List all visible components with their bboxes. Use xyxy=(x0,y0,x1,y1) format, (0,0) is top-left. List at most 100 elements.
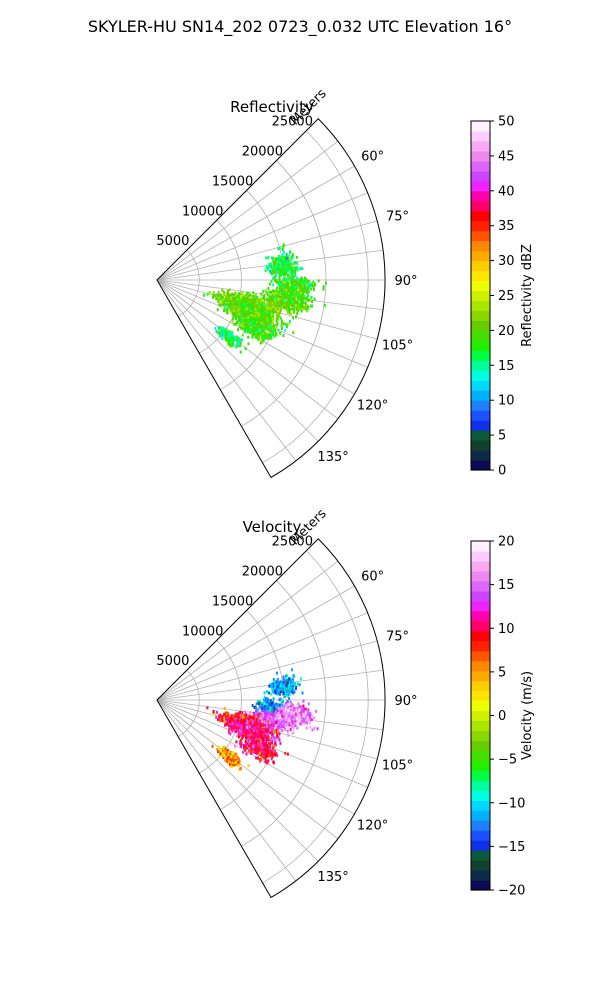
echo-pixel xyxy=(253,724,256,728)
echo-pixel xyxy=(281,713,284,717)
echo-pixel xyxy=(282,722,285,726)
colorbar-swatch xyxy=(471,150,490,162)
echo-pixel xyxy=(251,335,254,339)
azimuth-tick-label: 135° xyxy=(317,450,348,465)
echo-pixel xyxy=(292,292,295,296)
echo-pixel xyxy=(264,269,267,273)
echo-pixel xyxy=(280,321,283,325)
echo-pixel xyxy=(261,320,264,324)
echo-pixel xyxy=(296,710,299,714)
colorbar-swatch xyxy=(471,130,490,142)
echo-pixel xyxy=(240,321,243,325)
echo-pixel xyxy=(222,293,225,297)
echo-pixel xyxy=(291,276,294,280)
echo-pixel xyxy=(256,300,259,304)
echo-pixel xyxy=(295,255,298,259)
echo-pixel xyxy=(251,306,254,310)
echo-pixel xyxy=(294,279,297,283)
echo-pixel xyxy=(232,722,234,726)
echo-pixel xyxy=(276,303,279,307)
echo-pixel xyxy=(202,293,205,297)
echo-pixel xyxy=(252,294,255,298)
echo-pixel xyxy=(245,713,248,717)
echo-pixel xyxy=(287,278,289,282)
echo-pixel xyxy=(240,295,243,298)
echo-pixel xyxy=(290,679,293,683)
echo-pixel xyxy=(277,722,280,726)
echo-pixel xyxy=(254,330,257,334)
echo-pixel xyxy=(278,274,281,278)
echo-pixel xyxy=(279,265,282,269)
echo-pixel xyxy=(289,717,292,720)
echo-pixel xyxy=(228,343,231,347)
echo-pixel xyxy=(268,702,271,706)
echo-pixel xyxy=(236,312,239,316)
echo-pixel xyxy=(220,300,223,304)
echo-pixel xyxy=(279,690,282,693)
echo-pixel xyxy=(253,715,256,719)
echo-pixel xyxy=(244,293,247,297)
echo-pixel xyxy=(288,677,291,681)
echo-pixel xyxy=(290,265,293,269)
echo-pixel xyxy=(305,288,308,292)
echo-pixel xyxy=(237,342,240,346)
echo-pixel xyxy=(242,731,245,735)
echo-pixel xyxy=(265,700,268,704)
echo-pixel xyxy=(300,282,303,286)
echo-pixel xyxy=(300,677,302,681)
echo-pixel xyxy=(255,321,258,325)
echo-pixel xyxy=(292,684,295,688)
echo-pixel xyxy=(271,317,274,321)
echo-pixel xyxy=(268,303,271,307)
echo-pixel xyxy=(252,728,255,732)
echo-pixel xyxy=(255,323,258,327)
echo-pixel xyxy=(296,292,299,296)
echo-pixel xyxy=(247,733,250,737)
echo-pixel xyxy=(281,248,284,252)
echo-pixel xyxy=(270,301,273,305)
echo-pixel xyxy=(273,708,276,712)
echo-pixel xyxy=(241,319,244,323)
echo-pixel xyxy=(223,304,226,308)
echo-pixel xyxy=(307,294,310,298)
echo-pixel xyxy=(264,732,267,736)
echo-pixel xyxy=(239,733,242,736)
echo-pixel xyxy=(272,300,275,304)
echo-pixel xyxy=(290,276,293,280)
echo-pixel xyxy=(290,716,293,720)
echo-pixel xyxy=(272,330,274,334)
echo-pixel xyxy=(242,302,245,306)
echo-pixel xyxy=(287,290,290,294)
panel-title: Reflectivity xyxy=(230,98,314,116)
echo-pixel xyxy=(301,691,304,695)
echo-pixel xyxy=(216,710,218,714)
azimuth-tick-label: 75° xyxy=(386,210,409,225)
echo-pixel xyxy=(255,702,258,706)
echo-pixel xyxy=(271,710,274,714)
echo-pixel xyxy=(270,296,273,300)
echo-pixel xyxy=(277,290,280,294)
echo-pixel xyxy=(298,709,301,713)
echo-pixel xyxy=(241,731,244,735)
echo-pixel xyxy=(265,720,268,724)
echo-pixel xyxy=(270,313,273,317)
echo-pixel xyxy=(252,291,255,295)
echo-pixel xyxy=(284,259,287,263)
echo-pixel xyxy=(285,305,288,309)
echo-pixel xyxy=(279,716,282,720)
echo-pixel xyxy=(302,717,305,721)
echo-pixel xyxy=(261,312,264,316)
echo-pixel xyxy=(238,314,241,318)
echo-pixel xyxy=(306,298,309,302)
echo-pixel xyxy=(248,721,251,725)
echo-pixel xyxy=(287,254,290,258)
echo-pixel xyxy=(268,309,271,313)
echo-pixel xyxy=(292,287,294,291)
echo-pixel xyxy=(249,293,252,297)
echo-pixel xyxy=(247,335,250,339)
echo-pixel xyxy=(260,727,263,731)
echo-pixel xyxy=(250,327,253,331)
echo-pixel xyxy=(235,712,238,716)
echo-pixel xyxy=(293,684,296,687)
echo-pixel xyxy=(271,713,274,717)
